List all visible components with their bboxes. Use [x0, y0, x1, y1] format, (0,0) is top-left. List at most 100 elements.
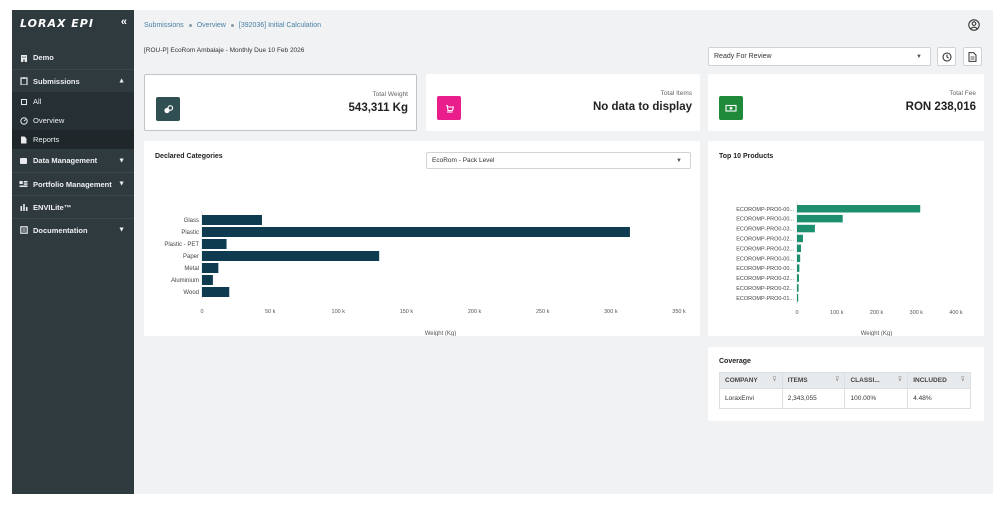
sidebar-item-label: All	[33, 97, 42, 106]
x-tick-label: 200 k	[468, 309, 482, 315]
breadcrumb-item-submissions[interactable]: Submissions	[144, 22, 184, 29]
filter-icon[interactable]: ⊽	[835, 377, 840, 383]
sidebar-item-documentation[interactable]: Documentation ▼	[12, 218, 134, 241]
user-account-icon[interactable]	[968, 19, 980, 31]
status-select-value: Ready For Review	[714, 53, 772, 60]
document-button[interactable]	[963, 47, 982, 66]
x-tick-label: 0	[795, 310, 798, 316]
filter-icon[interactable]: ⊽	[772, 377, 777, 383]
category-label: ECOROMP-PRO0-02...	[736, 276, 794, 282]
chevron-down-icon: ▼	[118, 226, 125, 234]
category-label: Plastic	[181, 230, 199, 236]
bar	[202, 287, 230, 297]
status-select[interactable]: Ready For Review ▼	[708, 47, 931, 66]
sidebar-item-overview[interactable]: Overview	[12, 111, 134, 130]
clock-icon	[941, 51, 952, 62]
sidebar-item-submissions[interactable]: Submissions ▲	[12, 69, 134, 92]
sidebar-item-reports[interactable]: Reports	[12, 130, 134, 149]
table-cell: 2,343,055	[781, 388, 846, 409]
x-tick-label: 300 k	[910, 310, 924, 316]
sidebar-item-label: Overview	[33, 116, 65, 125]
kpi-label: Total Weight	[372, 91, 408, 98]
sidebar-item-all[interactable]: All	[12, 92, 134, 111]
database-icon	[19, 157, 28, 165]
x-tick-label: 150 k	[400, 309, 414, 315]
filter-icon[interactable]: ⊽	[960, 377, 965, 383]
category-label: Glass	[184, 218, 199, 224]
breadcrumb-item-overview[interactable]: Overview	[196, 22, 226, 29]
double-chevron-left-icon[interactable]: «	[120, 16, 127, 28]
filter-icon[interactable]: ⊽	[897, 377, 903, 383]
building-icon	[19, 54, 28, 62]
sidebar-item-label: Reports	[33, 135, 60, 144]
top-products-chart: ECOROMP-PRO0-00... ECOROMP-PRO0-00... ECOR…	[736, 201, 963, 336]
category-label: ECOROMP-PRO0-02...	[736, 286, 794, 292]
category-label: ECOROMP-PRO0-01...	[736, 296, 794, 302]
sidebar-item-envilite[interactable]: ENVILite™	[12, 195, 134, 218]
sidebar-item-demo[interactable]: Demo	[12, 46, 134, 69]
category-label: ECOROMP-PRO0-00...	[736, 266, 794, 272]
bar	[797, 264, 800, 272]
column-header-classified[interactable]: CLASSI... ⊽	[844, 372, 909, 389]
file-icon	[19, 136, 28, 144]
sidebar-item-label: Documentation	[33, 225, 88, 235]
app-window: LORAX EPI « Demo Submissions ▲ All Overv…	[12, 10, 993, 494]
logo-row: LORAX EPI «	[12, 10, 134, 36]
top-products-card: Top 10 Products ECOROMP-PRO0-00... ECOROM…	[708, 141, 984, 336]
x-tick-label: 50 k	[265, 309, 276, 315]
sidebar-item-label: Submissions	[33, 76, 80, 86]
x-tick-label: 0	[200, 309, 203, 315]
bar	[202, 227, 630, 237]
kpi-label: Total Fee	[949, 90, 976, 97]
x-tick-label: 100 k	[332, 309, 346, 315]
caret-down-icon: ▼	[676, 158, 682, 164]
bar	[202, 251, 380, 261]
sidebar-item-data-management[interactable]: Data Management ▼	[12, 149, 134, 172]
x-tick-label: 400 k	[949, 310, 963, 316]
declared-categories-card: Declared Categories EcoRom - Pack Level …	[144, 141, 700, 336]
bar	[797, 294, 799, 302]
caret-down-icon: ▼	[916, 54, 922, 60]
sidebar-item-label: ENVILite™	[33, 202, 72, 212]
sidebar-item-portfolio-management[interactable]: Portfolio Management ▼	[12, 172, 134, 195]
table-header-row: COMPANY ⊽ ITEMS ⊽ CLASSI... ⊽ INCLUDED ⊽	[719, 372, 971, 389]
category-label: ECOROMP-PRO0-02...	[736, 246, 794, 252]
breadcrumb-separator	[188, 24, 192, 27]
category-label: Paper	[183, 254, 199, 260]
category-label: ECOROMP-PRO0-00...	[736, 217, 794, 223]
breadcrumb-separator	[230, 24, 234, 27]
kpi-card-total-fee: Total Fee RON 238,016	[708, 74, 984, 131]
x-tick-label: 200 k	[870, 310, 884, 316]
category-label: Metal	[184, 266, 199, 272]
category-label: ECOROMP-PRO0-02...	[736, 236, 794, 242]
history-button[interactable]	[937, 47, 956, 66]
breadcrumb-item-current: [392036] Initial Calculation	[238, 22, 321, 29]
column-header-included[interactable]: INCLUDED ⊽	[907, 372, 971, 389]
table-cell: LoraxEnvi	[719, 388, 783, 409]
pack-level-select[interactable]: EcoRom - Pack Level ▼	[426, 152, 691, 169]
bar	[202, 215, 262, 225]
bar	[797, 224, 815, 233]
column-header-company[interactable]: COMPANY ⊽	[719, 372, 783, 389]
kpi-value: No data to display	[592, 101, 692, 113]
category-label: Wood	[183, 290, 199, 296]
clipboard-icon	[19, 77, 28, 85]
card-title: Top 10 Products	[719, 153, 774, 160]
bar	[797, 274, 799, 282]
bar	[797, 205, 921, 213]
card-title: Declared Categories	[155, 153, 223, 160]
page-title: [ROU-P] EcoRom Ambalaje - Monthly Due 10…	[144, 47, 305, 54]
table-row[interactable]: LoraxEnvi 2,343,055 100.00% 4.48%	[719, 388, 971, 409]
portfolio-icon	[19, 180, 28, 188]
logo: LORAX EPI	[20, 16, 94, 30]
kpi-label: Total Items	[660, 90, 692, 97]
chevron-down-icon: ▼	[118, 157, 125, 164]
x-tick-label: 100 k	[830, 310, 844, 316]
table-cell: 100.00%	[844, 388, 909, 409]
box-icon	[19, 98, 28, 106]
bar	[797, 234, 803, 243]
x-axis-label: Weight (Kg)	[425, 331, 457, 336]
card-title: Coverage	[719, 358, 751, 365]
column-header-items[interactable]: ITEMS ⊽	[781, 372, 846, 389]
bar	[202, 263, 219, 273]
